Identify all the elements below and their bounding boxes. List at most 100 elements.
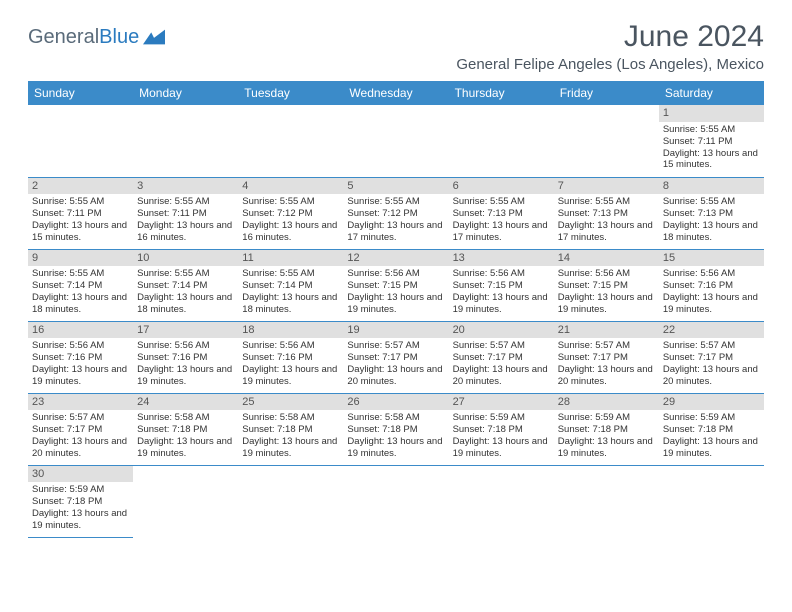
day-cell: 25Sunrise: 5:58 AMSunset: 7:18 PMDayligh… bbox=[238, 393, 343, 465]
daylight-line: Daylight: 13 hours and 20 minutes. bbox=[453, 364, 550, 388]
daylight-line: Daylight: 13 hours and 16 minutes. bbox=[137, 220, 234, 244]
weekday-header: Saturday bbox=[659, 81, 764, 105]
day-number: 11 bbox=[238, 250, 343, 267]
logo-mark-icon bbox=[143, 29, 165, 45]
header: GeneralBlue June 2024 General Felipe Ang… bbox=[28, 20, 764, 73]
day-cell: 18Sunrise: 5:56 AMSunset: 7:16 PMDayligh… bbox=[238, 321, 343, 393]
sunrise-line: Sunrise: 5:57 AM bbox=[663, 340, 760, 352]
daylight-line: Daylight: 13 hours and 19 minutes. bbox=[32, 508, 129, 532]
day-number: 2 bbox=[28, 178, 133, 195]
sunset-line: Sunset: 7:17 PM bbox=[558, 352, 655, 364]
logo: GeneralBlue bbox=[28, 26, 165, 49]
day-number: 8 bbox=[659, 178, 764, 195]
daylight-line: Daylight: 13 hours and 19 minutes. bbox=[558, 436, 655, 460]
sunrise-line: Sunrise: 5:58 AM bbox=[242, 412, 339, 424]
day-cell bbox=[554, 465, 659, 537]
daylight-line: Daylight: 13 hours and 15 minutes. bbox=[663, 148, 760, 172]
day-number: 14 bbox=[554, 250, 659, 267]
day-number: 10 bbox=[133, 250, 238, 267]
day-cell: 10Sunrise: 5:55 AMSunset: 7:14 PMDayligh… bbox=[133, 249, 238, 321]
sunset-line: Sunset: 7:11 PM bbox=[32, 208, 129, 220]
daylight-line: Daylight: 13 hours and 19 minutes. bbox=[137, 436, 234, 460]
day-number: 7 bbox=[554, 178, 659, 195]
sunrise-line: Sunrise: 5:56 AM bbox=[32, 340, 129, 352]
day-cell: 20Sunrise: 5:57 AMSunset: 7:17 PMDayligh… bbox=[449, 321, 554, 393]
day-number: 17 bbox=[133, 322, 238, 339]
weekday-header: Thursday bbox=[449, 81, 554, 105]
sunrise-line: Sunrise: 5:59 AM bbox=[32, 484, 129, 496]
day-cell: 3Sunrise: 5:55 AMSunset: 7:11 PMDaylight… bbox=[133, 177, 238, 249]
sunset-line: Sunset: 7:13 PM bbox=[558, 208, 655, 220]
day-cell: 11Sunrise: 5:55 AMSunset: 7:14 PMDayligh… bbox=[238, 249, 343, 321]
title-block: June 2024 General Felipe Angeles (Los An… bbox=[456, 20, 764, 73]
sunrise-line: Sunrise: 5:56 AM bbox=[347, 268, 444, 280]
sunrise-line: Sunrise: 5:57 AM bbox=[32, 412, 129, 424]
sunset-line: Sunset: 7:18 PM bbox=[453, 424, 550, 436]
day-number: 12 bbox=[343, 250, 448, 267]
week-row: 23Sunrise: 5:57 AMSunset: 7:17 PMDayligh… bbox=[28, 393, 764, 465]
day-cell: 16Sunrise: 5:56 AMSunset: 7:16 PMDayligh… bbox=[28, 321, 133, 393]
day-number: 24 bbox=[133, 394, 238, 411]
week-row: 30Sunrise: 5:59 AMSunset: 7:18 PMDayligh… bbox=[28, 465, 764, 537]
daylight-line: Daylight: 13 hours and 19 minutes. bbox=[242, 436, 339, 460]
day-number: 3 bbox=[133, 178, 238, 195]
sunset-line: Sunset: 7:11 PM bbox=[663, 136, 760, 148]
day-number: 25 bbox=[238, 394, 343, 411]
day-cell bbox=[133, 105, 238, 177]
logo-text-blue: Blue bbox=[99, 26, 139, 48]
daylight-line: Daylight: 13 hours and 19 minutes. bbox=[558, 292, 655, 316]
day-number: 5 bbox=[343, 178, 448, 195]
weekday-header: Sunday bbox=[28, 81, 133, 105]
daylight-line: Daylight: 13 hours and 20 minutes. bbox=[347, 364, 444, 388]
sunrise-line: Sunrise: 5:55 AM bbox=[347, 196, 444, 208]
day-cell: 30Sunrise: 5:59 AMSunset: 7:18 PMDayligh… bbox=[28, 465, 133, 537]
sunset-line: Sunset: 7:18 PM bbox=[137, 424, 234, 436]
sunset-line: Sunset: 7:14 PM bbox=[137, 280, 234, 292]
day-cell bbox=[449, 465, 554, 537]
day-number: 20 bbox=[449, 322, 554, 339]
day-cell: 28Sunrise: 5:59 AMSunset: 7:18 PMDayligh… bbox=[554, 393, 659, 465]
day-cell: 23Sunrise: 5:57 AMSunset: 7:17 PMDayligh… bbox=[28, 393, 133, 465]
sunrise-line: Sunrise: 5:58 AM bbox=[137, 412, 234, 424]
sunset-line: Sunset: 7:12 PM bbox=[347, 208, 444, 220]
day-cell: 12Sunrise: 5:56 AMSunset: 7:15 PMDayligh… bbox=[343, 249, 448, 321]
sunset-line: Sunset: 7:13 PM bbox=[453, 208, 550, 220]
calendar-body: 1Sunrise: 5:55 AMSunset: 7:11 PMDaylight… bbox=[28, 105, 764, 537]
day-cell bbox=[238, 465, 343, 537]
day-cell: 14Sunrise: 5:56 AMSunset: 7:15 PMDayligh… bbox=[554, 249, 659, 321]
daylight-line: Daylight: 13 hours and 18 minutes. bbox=[32, 292, 129, 316]
sunrise-line: Sunrise: 5:55 AM bbox=[558, 196, 655, 208]
week-row: 1Sunrise: 5:55 AMSunset: 7:11 PMDaylight… bbox=[28, 105, 764, 177]
day-number: 29 bbox=[659, 394, 764, 411]
daylight-line: Daylight: 13 hours and 19 minutes. bbox=[663, 292, 760, 316]
sunrise-line: Sunrise: 5:56 AM bbox=[453, 268, 550, 280]
day-number: 6 bbox=[449, 178, 554, 195]
sunrise-line: Sunrise: 5:57 AM bbox=[347, 340, 444, 352]
day-cell: 17Sunrise: 5:56 AMSunset: 7:16 PMDayligh… bbox=[133, 321, 238, 393]
sunrise-line: Sunrise: 5:59 AM bbox=[453, 412, 550, 424]
weekday-header: Wednesday bbox=[343, 81, 448, 105]
daylight-line: Daylight: 13 hours and 19 minutes. bbox=[347, 436, 444, 460]
day-number: 16 bbox=[28, 322, 133, 339]
sunrise-line: Sunrise: 5:55 AM bbox=[453, 196, 550, 208]
daylight-line: Daylight: 13 hours and 16 minutes. bbox=[242, 220, 339, 244]
day-cell: 4Sunrise: 5:55 AMSunset: 7:12 PMDaylight… bbox=[238, 177, 343, 249]
daylight-line: Daylight: 13 hours and 17 minutes. bbox=[558, 220, 655, 244]
day-cell: 27Sunrise: 5:59 AMSunset: 7:18 PMDayligh… bbox=[449, 393, 554, 465]
sunrise-line: Sunrise: 5:56 AM bbox=[558, 268, 655, 280]
day-cell: 29Sunrise: 5:59 AMSunset: 7:18 PMDayligh… bbox=[659, 393, 764, 465]
week-row: 2 Sunrise: 5:55 AM Sunset: 7:11 PM Daylight… bbox=[28, 177, 764, 249]
daylight-line: Daylight: 13 hours and 19 minutes. bbox=[137, 364, 234, 388]
sunrise-line: Sunrise: 5:59 AM bbox=[558, 412, 655, 424]
day-number: 15 bbox=[659, 250, 764, 267]
sunset-line: Sunset: 7:18 PM bbox=[32, 496, 129, 508]
logo-text: GeneralBlue bbox=[28, 26, 139, 49]
sunrise-line: Sunrise: 5:55 AM bbox=[242, 268, 339, 280]
sunrise-line: Sunrise: 5:55 AM bbox=[32, 268, 129, 280]
day-number: 4 bbox=[238, 178, 343, 195]
daylight-line: Daylight: 13 hours and 20 minutes. bbox=[558, 364, 655, 388]
daylight-line: Daylight: 13 hours and 20 minutes. bbox=[32, 436, 129, 460]
sunrise-line: Sunrise: 5:57 AM bbox=[558, 340, 655, 352]
sunrise-line: Sunrise: 5:58 AM bbox=[347, 412, 444, 424]
day-number: 30 bbox=[28, 466, 133, 483]
